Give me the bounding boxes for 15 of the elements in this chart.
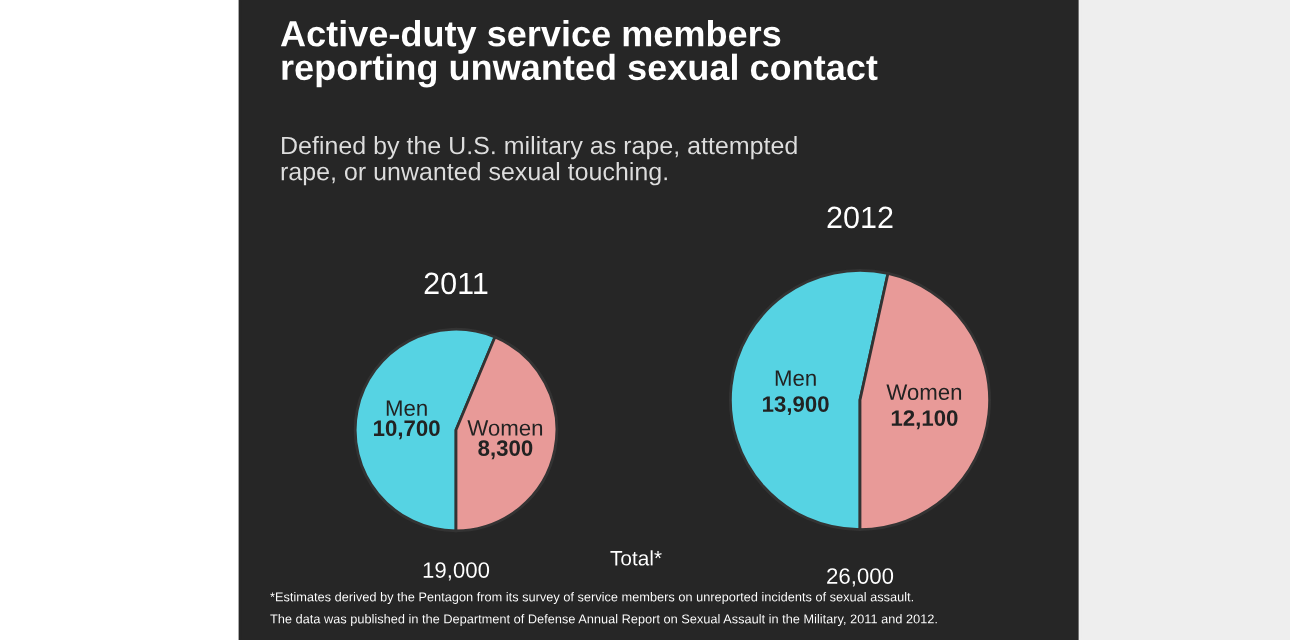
slice-label: Men: [386, 400, 427, 416]
text: Total*: [610, 550, 662, 566]
data-label: 10,700: [374, 420, 440, 440]
data-label: 12,100: [891, 410, 958, 430]
chart-title: 2012: [827, 206, 893, 229]
slice-label: Men: [775, 370, 816, 386]
text: Defined by the U.S. military as rape, attempted rape, or unwanted sexual touching.: [281, 136, 797, 186]
data-label: 8,300: [478, 440, 533, 460]
text: 26,000: [827, 568, 894, 587]
data-label: 13,900: [763, 396, 829, 416]
chart-title: 2011: [424, 272, 488, 295]
text: Active-duty service members reporting unwanted sexual contact: [280, 20, 878, 88]
slice-label: Women: [886, 384, 962, 401]
slice-label: Women: [467, 420, 543, 436]
text: 19,000: [423, 562, 490, 581]
